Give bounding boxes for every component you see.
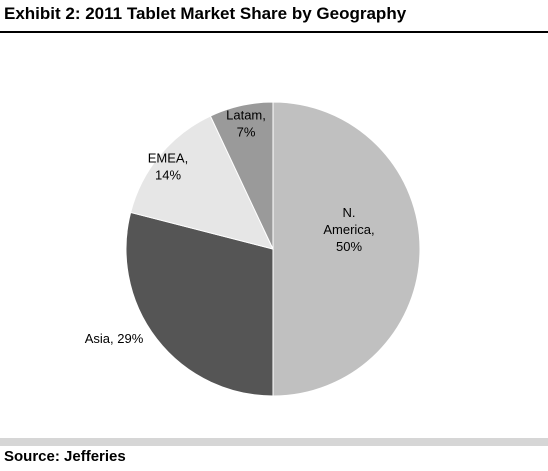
slice-label: EMEA, 14% [148,151,188,183]
pie-chart-svg: N. America, 50% Asia, 29% EMEA, 14% Latam, 7% [85,101,421,397]
slice-label-line: America, [323,222,374,237]
slice-label-line: 50% [336,239,362,254]
pie-slice [130,115,274,250]
pie-chart: N. America, 50% Asia, 29% EMEA, 14% Latam, 7% [0,34,548,434]
slice-label: N. America, 50% [323,205,374,254]
chart-title: Exhibit 2: 2011 Tablet Market Share by G… [4,4,407,23]
pie-slice [272,101,421,397]
footer-divider [0,438,548,446]
title-divider [0,31,548,33]
slice-label-line: N. [343,205,356,220]
slice-label: Asia, 29% [85,331,144,346]
pie-slice [209,101,274,250]
slice-label: Latam, 7% [226,108,266,140]
pie-slice [125,211,274,397]
slice-label-line: 14% [155,168,181,183]
slice-label-line: Latam, [226,108,266,123]
slice-label-line: EMEA, [148,151,188,166]
slice-label-line: Asia, 29% [85,331,144,346]
slice-label-line: 7% [237,125,256,140]
source-note: Source: Jefferies [4,448,126,465]
